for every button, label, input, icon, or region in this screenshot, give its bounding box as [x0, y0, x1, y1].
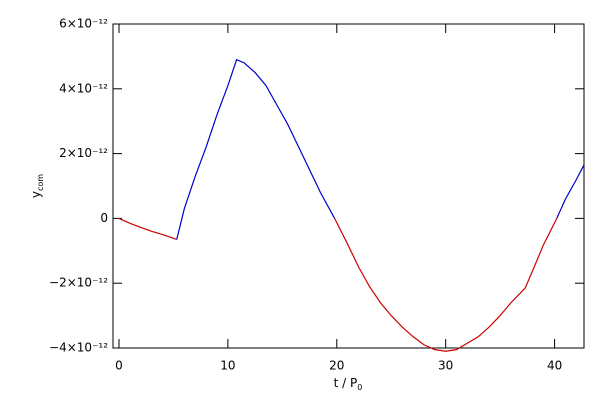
x-tick-label: 30 — [438, 359, 453, 373]
y-label-sub: com — [36, 174, 45, 191]
data-line — [334, 218, 558, 352]
y-tick-label: 6×10⁻¹² — [59, 17, 108, 31]
y-tick-label: 4×10⁻¹² — [59, 81, 108, 95]
x-label-main: t / P — [334, 376, 358, 390]
x-label-sub: 0 — [357, 383, 362, 392]
x-tick-label: 0 — [115, 359, 123, 373]
data-line — [118, 217, 177, 241]
x-tick-label: 10 — [220, 359, 235, 373]
x-tick-label: 20 — [329, 359, 344, 373]
y-tick-label: −2×10⁻¹² — [49, 276, 108, 290]
y-axis-label: ycom — [29, 174, 45, 198]
plot-frame — [112, 23, 585, 349]
y-tick-label: −4×10⁻¹² — [49, 341, 108, 355]
y-label-main: y — [29, 191, 43, 198]
x-tick-label: 40 — [547, 359, 562, 373]
data-line — [176, 58, 336, 240]
y-tick-label: 2×10⁻¹² — [59, 146, 108, 160]
y-tick-label: 0 — [100, 211, 108, 225]
x-axis-label: t / P0 — [334, 376, 363, 392]
data-line — [556, 164, 585, 219]
